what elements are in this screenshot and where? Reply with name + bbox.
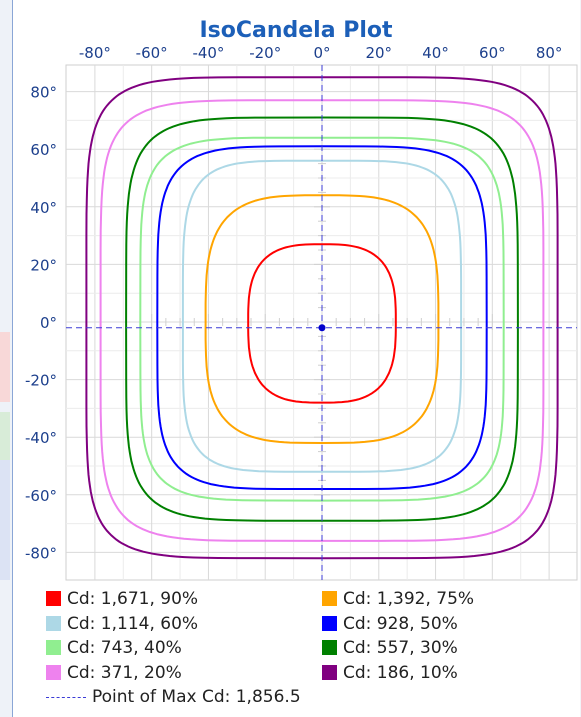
legend-item: Cd: 1,114, 60% [46,613,198,635]
legend-swatch [322,591,337,606]
x-tick-label: 60° [479,44,506,62]
legend-item: Cd: 928, 50% [322,613,458,635]
legend-max-point-label: Point of Max Cd: 1,856.5 [92,687,301,707]
legend-swatch [46,591,61,606]
chart-title: IsoCandela Plot [199,18,393,43]
legend-max-point: Point of Max Cd: 1,856.5 [46,686,301,708]
contour-series-2 [181,159,463,473]
legend-swatch [322,640,337,655]
y-tick-labels: 80° 60° 40° 20° 0° -20° -40° -60° -80° [25,84,57,563]
legend-swatch [46,664,61,680]
contour-series-3 [156,145,488,490]
x-tick-label: -20° [249,44,281,62]
contour-series [85,76,559,560]
x-tick-label: 20° [365,44,392,62]
contour-series-0 [247,243,397,404]
contour-series-5 [125,116,519,522]
y-tick-label: 0° [40,314,57,332]
contour-series-1 [204,194,440,445]
legend-label: Cd: 743, 40% [67,638,182,658]
contour-series-4 [139,136,505,502]
legend-swatch [46,615,61,631]
x-tick-label: 80° [536,44,563,62]
legend-swatch [322,664,337,680]
y-tick-label: 40° [30,199,57,217]
y-tick-label: 80° [30,84,57,102]
x-tick-labels: -80° -60° -40° -20° 0° 20° 40° 60° 80° [79,44,563,62]
contour-series-6 [99,99,545,542]
legend-item: Cd: 1,671, 90% [46,588,198,610]
y-tick-label: -20° [25,372,57,390]
max-point-marker [318,324,326,332]
x-tick-label: -60° [136,44,168,62]
legend-item: Cd: 186, 10% [322,662,458,684]
x-tick-label: 40° [422,44,449,62]
legend-swatch [322,615,337,631]
y-tick-label: -60° [25,487,57,505]
legend-item: Cd: 1,392, 75% [322,588,474,610]
x-tick-label: 0° [313,44,330,62]
y-tick-label: 20° [30,256,57,274]
strip-mark-blue [0,460,10,580]
x-tick-label: -40° [192,44,224,62]
legend-label: Cd: 1,392, 75% [343,589,475,609]
x-tick-label: -80° [79,44,111,62]
contour-series-7 [85,76,559,560]
legend-item: Cd: 371, 20% [46,662,182,684]
max-point-layer [66,65,577,580]
left-side-strip [0,0,12,717]
legend-label: Cd: 1,114, 60% [67,613,199,634]
legend-item: Cd: 743, 40% [46,637,182,659]
legend-swatch [46,640,61,655]
max-point-dash-icon [46,696,86,698]
strip-mark-red [0,332,10,402]
legend-label: Cd: 557, 30% [343,638,458,658]
legend-item: Cd: 557, 30% [322,637,458,659]
legend-label: Cd: 186, 10% [343,662,458,683]
y-tick-label: -40° [25,429,57,447]
legend-label: Cd: 1,671, 90% [67,589,199,609]
strip-mark-green [0,412,10,460]
y-tick-label: 60° [30,141,57,159]
legend-label: Cd: 371, 20% [67,662,182,683]
y-tick-label: -80° [25,544,57,562]
legend-label: Cd: 928, 50% [343,613,458,634]
